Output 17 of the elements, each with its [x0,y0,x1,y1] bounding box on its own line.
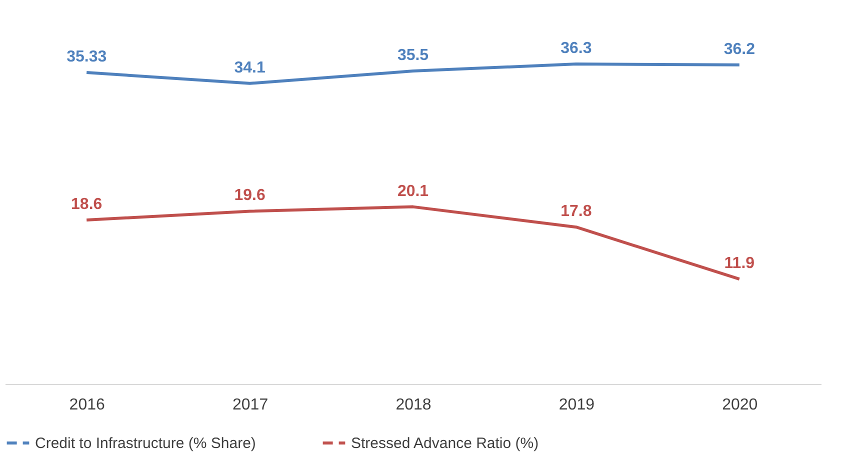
x-tick-label: 2017 [232,396,268,414]
x-tick-label: 2020 [722,396,758,414]
data-label: 36.2 [724,40,756,58]
legend-label: Stressed Advance Ratio (%) [351,435,539,452]
data-label: 36.3 [560,40,592,57]
legend-label: Credit to Infrastructure (% Share) [35,435,256,452]
data-label: 11.9 [724,255,755,272]
x-tick-label: 2019 [558,396,595,414]
x-tick-label: 2018 [396,396,432,414]
data-label: 18.6 [71,196,102,214]
data-label: 35.33 [66,48,107,66]
x-tick-label: 2016 [69,396,105,414]
data-label: 35.5 [397,47,429,64]
data-label: 17.8 [560,203,592,220]
data-label: 34.1 [234,59,266,76]
data-label: 20.1 [397,182,429,200]
data-label: 19.6 [234,187,266,204]
